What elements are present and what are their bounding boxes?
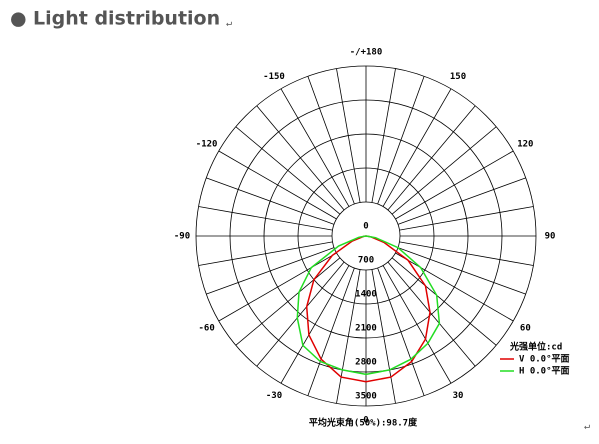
bullet: ● (10, 8, 27, 30)
grid-circle (195, 65, 537, 407)
r-tick-label: 2100 (355, 324, 377, 334)
theta-tick-label: -60 (199, 324, 215, 334)
series-line (305, 235, 431, 383)
para-mark: ↵ (584, 421, 590, 432)
theta-tick-label: 90 (545, 232, 556, 242)
title: Light distribution (33, 8, 220, 30)
theta-tick-label: -150 (263, 72, 285, 82)
grid-circle (263, 133, 469, 339)
r-tick-label: 0 (363, 222, 368, 232)
legend-label: H 0.0°平面 (519, 366, 570, 377)
r-tick-label: 1400 (355, 290, 377, 300)
grid-circle (297, 167, 435, 305)
theta-tick-label: 0 (363, 416, 368, 426)
theta-tick-label: 30 (453, 391, 464, 401)
series-line (296, 235, 441, 376)
footnote: 平均光束角(50%):98.7度 (309, 417, 418, 429)
theta-tick-label: -90 (174, 232, 190, 242)
polar-chart: 0 700 1400 2100 2800 3500 -/+180 150 120 90 60 30 0 -… (174, 48, 570, 429)
theta-tick-label: -120 (196, 140, 218, 150)
para-mark: ↵ (226, 18, 232, 29)
r-tick-label: 3500 (355, 392, 377, 402)
theta-tick-label: -30 (266, 391, 282, 401)
grid-circle (229, 99, 503, 373)
r-tick-label: 2800 (355, 358, 377, 368)
theta-tick-label: 150 (450, 72, 466, 82)
legend-label: V 0.0°平面 (519, 354, 570, 365)
r-tick-label: 700 (358, 256, 374, 266)
legend-title: 光强单位:cd (509, 341, 562, 353)
theta-tick-label: -/+180 (350, 48, 383, 58)
grid-circle (331, 201, 401, 271)
theta-tick-label: 60 (520, 324, 531, 334)
theta-tick-label: 120 (517, 140, 533, 150)
